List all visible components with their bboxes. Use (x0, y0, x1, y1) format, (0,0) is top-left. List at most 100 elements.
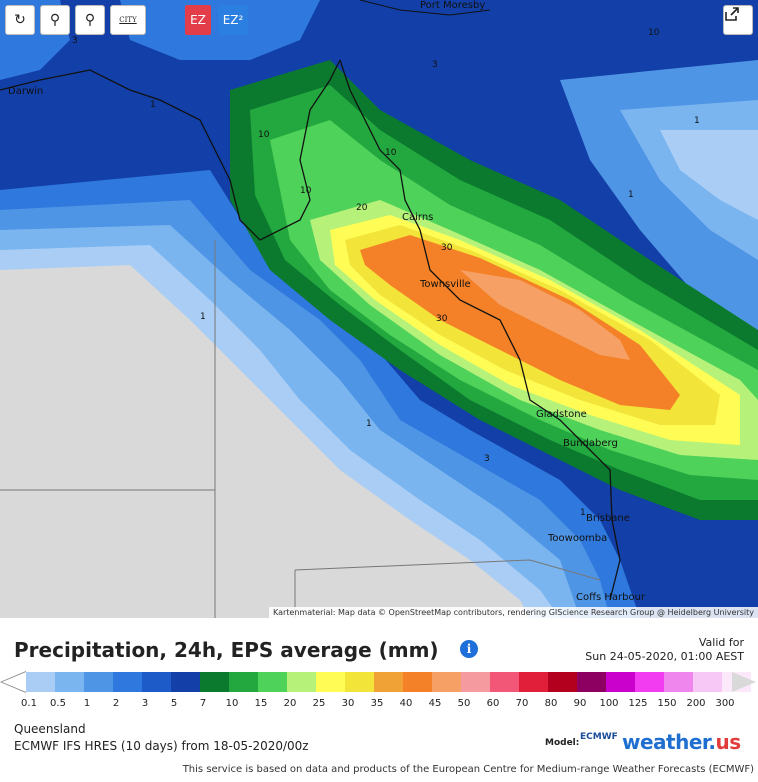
contour-label: 1 (628, 190, 634, 200)
color-swatch (84, 672, 113, 692)
scale-tick-label: 10 (225, 698, 239, 709)
color-swatch (345, 672, 374, 692)
scale-max-arrow (732, 672, 756, 692)
location-pin-icon[interactable]: ⚲ (40, 5, 70, 35)
brand-main: weather. (622, 730, 716, 754)
contour-label: 3 (72, 36, 78, 46)
color-swatch (113, 672, 142, 692)
place-townsville: Townsville (420, 279, 471, 290)
scale-tick-label: 45 (428, 698, 442, 709)
scale-tick-label: 2 (112, 698, 120, 709)
color-swatch (519, 672, 548, 692)
contour-label: 1 (200, 312, 206, 322)
scale-tick-label: 35 (370, 698, 384, 709)
scale-tick-label: 3 (141, 698, 149, 709)
precipitation-map[interactable]: ↻ ⚲ ⚲ CITY EZ EZ² Port Moresby Darwin Ca… (0, 0, 758, 618)
share-icon[interactable] (723, 5, 753, 35)
contour-label: 30 (441, 243, 453, 253)
zoom-icon[interactable]: ⚲ (75, 5, 105, 35)
color-swatch (664, 672, 693, 692)
model-run: ECMWF IFS HRES (10 days) from 18-05-2020… (14, 739, 309, 753)
contour-label: 1 (694, 116, 700, 126)
valid-label: Valid for (698, 636, 744, 649)
color-swatches (26, 672, 751, 692)
scale-tick-label: 20 (283, 698, 297, 709)
place-toowoomba: Toowoomba (548, 533, 608, 544)
scale-tick-label: 150 (657, 698, 677, 709)
color-swatch (403, 672, 432, 692)
legend-panel: Precipitation, 24h, EPS average (mm) i V… (0, 618, 758, 782)
color-swatch (55, 672, 84, 692)
map-canvas (0, 0, 758, 618)
contour-label: 10 (258, 130, 270, 140)
color-swatch (258, 672, 287, 692)
scale-tick-label: 0.1 (21, 698, 37, 709)
scale-tick-label: 25 (312, 698, 326, 709)
scale-tick-label: 15 (254, 698, 268, 709)
contour-label: 10 (300, 186, 312, 196)
scale-tick-label: 5 (170, 698, 178, 709)
color-swatch (142, 672, 171, 692)
scale-tick-label: 70 (515, 698, 529, 709)
place-cairns: Cairns (402, 212, 434, 223)
color-swatch (606, 672, 635, 692)
scale-tick-label: 200 (686, 698, 706, 709)
ecmwf-logo: ECMWF (580, 732, 618, 742)
place-darwin: Darwin (8, 86, 44, 97)
scale-tick-label: 125 (628, 698, 648, 709)
scale-tick-label: 50 (457, 698, 471, 709)
color-swatch (577, 672, 606, 692)
place-gladstone: Gladstone (536, 409, 587, 420)
scale-tick-label: 80 (544, 698, 558, 709)
region-label: Queensland (14, 722, 86, 736)
color-swatch (432, 672, 461, 692)
place-port-moresby: Port Moresby (420, 0, 486, 11)
map-attribution: Kartenmaterial: Map data © OpenStreetMap… (268, 607, 758, 618)
color-swatch (374, 672, 403, 692)
color-swatch (316, 672, 345, 692)
color-swatch (200, 672, 229, 692)
scale-tick-label: 40 (399, 698, 413, 709)
footer-notice: This service is based on data and produc… (182, 764, 754, 775)
ez-button[interactable]: EZ (185, 5, 211, 35)
color-scale (0, 671, 758, 693)
page-title: Precipitation, 24h, EPS average (mm) (14, 638, 439, 662)
color-swatch (229, 672, 258, 692)
info-icon[interactable]: i (460, 640, 478, 658)
scale-tick-label: 300 (715, 698, 735, 709)
color-swatch (490, 672, 519, 692)
color-swatch (171, 672, 200, 692)
contour-label: 3 (484, 454, 490, 464)
ez2-button[interactable]: EZ² (218, 5, 248, 35)
color-swatch (26, 672, 55, 692)
contour-label: 1 (366, 419, 372, 429)
scale-tick-label: 0.5 (50, 698, 66, 709)
place-coffs-harbour: Coffs Harbour (576, 592, 646, 603)
color-swatch (461, 672, 490, 692)
contour-label: 30 (436, 314, 448, 324)
contour-label: 1 (150, 100, 156, 110)
color-swatch (635, 672, 664, 692)
contour-label: 1 (580, 508, 586, 518)
contour-label: 20 (356, 203, 368, 213)
color-swatch (548, 672, 577, 692)
contour-label: 10 (648, 28, 660, 38)
scale-tick-label: 100 (599, 698, 619, 709)
scale-tick-label: 30 (341, 698, 355, 709)
scale-tick-label: 60 (486, 698, 500, 709)
contour-label: 3 (432, 60, 438, 70)
model-label: Model: (545, 738, 580, 748)
color-swatch (287, 672, 316, 692)
brand-suffix: us (715, 730, 742, 754)
scale-tick-label: 90 (573, 698, 587, 709)
city-toggle-button[interactable]: CITY (110, 5, 146, 35)
color-swatch (693, 672, 722, 692)
scale-ticks: 0.1 0.5 1 2 3 5 7 10 15 20 25 30 35 40 45 50 60 70 80 90 100… (0, 698, 758, 712)
place-brisbane: Brisbane (586, 513, 630, 524)
scale-tick-label: 7 (199, 698, 207, 709)
place-bundaberg: Bundaberg (563, 438, 618, 449)
refresh-icon[interactable]: ↻ (5, 5, 35, 35)
valid-time: Sun 24-05-2020, 01:00 AEST (585, 650, 744, 663)
weather-us-logo[interactable]: weather.us (622, 730, 741, 754)
scale-tick-label: 1 (83, 698, 91, 709)
